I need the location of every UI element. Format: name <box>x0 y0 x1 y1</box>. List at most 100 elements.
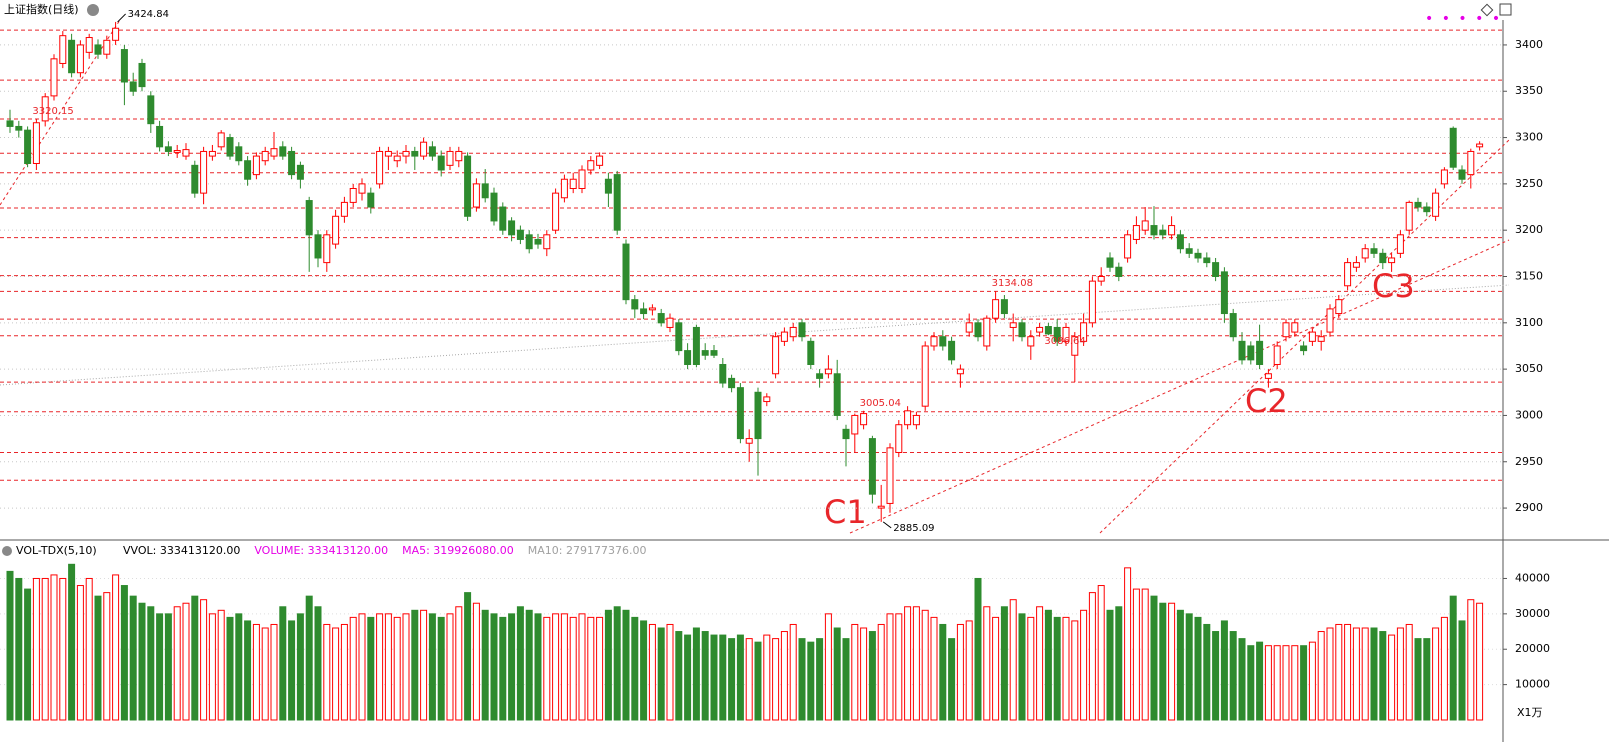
panel-icon[interactable] <box>1499 3 1512 16</box>
candle-body <box>1009 322 1017 328</box>
volume-bar <box>437 616 445 721</box>
volume-bar <box>1106 609 1114 721</box>
chart-title: 上证指数(日线) <box>4 2 79 16</box>
candle-body <box>314 234 322 259</box>
volume-bar <box>1414 638 1422 721</box>
candle-body <box>59 35 67 64</box>
volume-bar <box>50 574 58 721</box>
candle-body <box>789 326 797 338</box>
candle-body <box>1027 336 1035 347</box>
candle-body <box>930 336 938 347</box>
candle-body <box>816 373 824 379</box>
panel-menu-icon[interactable] <box>2 546 12 556</box>
volume-bar <box>1273 645 1281 721</box>
candle-body <box>1388 257 1396 264</box>
trend-line <box>0 19 121 206</box>
trend-line <box>1099 139 1510 534</box>
trend-line <box>0 284 1510 386</box>
candle-body <box>1229 313 1237 338</box>
volume-bar <box>1396 627 1404 721</box>
candle-body <box>992 299 1000 319</box>
volume-bar <box>868 631 876 721</box>
volume-bar <box>340 623 348 721</box>
volume-bar <box>173 606 181 721</box>
volume-bar <box>59 577 67 721</box>
candle-body <box>340 201 348 217</box>
volume-bar <box>578 613 586 721</box>
volume-bar <box>939 623 947 721</box>
candle-body <box>868 438 876 495</box>
candle-body <box>481 183 489 199</box>
volume-bar <box>912 606 920 721</box>
candle-body <box>358 183 366 194</box>
volume-bar <box>983 606 991 721</box>
candle-body <box>798 322 806 338</box>
volume-bar <box>745 638 753 721</box>
candle-body <box>534 238 542 245</box>
candle-body <box>701 350 709 356</box>
volume-bar <box>736 634 744 721</box>
candle-body <box>1080 322 1088 342</box>
candle-body <box>1247 345 1255 361</box>
volume-bar <box>1115 606 1123 721</box>
volume-bar <box>1176 609 1184 721</box>
candle-body <box>1335 299 1343 315</box>
extreme-label: 3424.84 <box>128 9 169 20</box>
volume-bar <box>1194 616 1202 721</box>
volume-bar <box>842 638 850 721</box>
candle-body <box>710 350 718 356</box>
diamond-icon[interactable] <box>1480 3 1494 17</box>
volume-bar <box>965 620 973 721</box>
candle-body <box>6 120 14 127</box>
volume-bar <box>1212 631 1220 721</box>
candle-body <box>1300 345 1308 352</box>
y-tick-label: 3250 <box>1515 177 1543 190</box>
volume-bar <box>349 616 357 721</box>
volume-bar <box>1150 595 1158 721</box>
volume-bar <box>1282 645 1290 721</box>
candle-body <box>1132 225 1140 240</box>
candle-body <box>1308 331 1316 342</box>
volume-bar <box>1449 595 1457 721</box>
volume-bar <box>446 613 454 721</box>
volume-bar <box>508 613 516 721</box>
title-menu-icon[interactable] <box>87 4 99 16</box>
volume-bar <box>851 623 859 721</box>
candle-body <box>138 62 146 88</box>
candle-body <box>587 160 595 171</box>
candle-body <box>1141 220 1149 231</box>
candle-body <box>120 49 128 83</box>
volume-bar <box>763 634 771 721</box>
candle-body <box>1291 322 1299 333</box>
candle-body <box>235 146 243 162</box>
volume-bar <box>1062 616 1070 721</box>
candle-body <box>76 44 84 74</box>
label-pointer <box>117 13 126 23</box>
candle-body <box>807 340 815 365</box>
volume-bar <box>481 609 489 721</box>
volume-bar <box>956 623 964 721</box>
candle-body <box>904 410 912 426</box>
candle-body <box>921 345 929 407</box>
candle-body <box>94 44 102 55</box>
candle-body <box>1326 308 1334 333</box>
volume-bar <box>525 609 533 721</box>
candle-body <box>173 150 181 153</box>
volume-bar <box>904 606 912 721</box>
volume-bar <box>261 627 269 721</box>
volume-bar <box>1317 631 1325 721</box>
volume-bar <box>684 634 692 721</box>
volume-bar <box>1080 609 1088 721</box>
candle-body <box>323 234 331 264</box>
volume-bar <box>824 613 832 721</box>
candle-body <box>1018 322 1026 338</box>
y-tick-label: 3200 <box>1515 223 1543 236</box>
volume-bar <box>323 623 331 721</box>
extreme-label: 3134.08 <box>992 278 1033 289</box>
candle-body <box>508 220 516 236</box>
volume-bar <box>534 613 542 721</box>
candle-body <box>974 322 982 338</box>
candle-body <box>164 146 172 152</box>
volume-bar <box>974 577 982 721</box>
volume-bar <box>252 623 260 721</box>
